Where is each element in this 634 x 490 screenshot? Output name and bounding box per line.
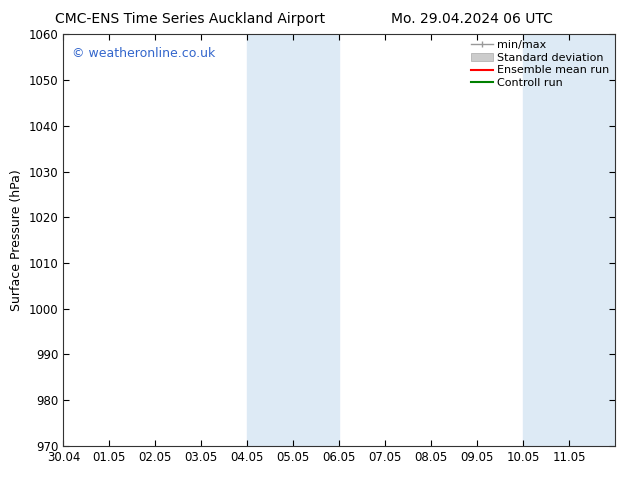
Text: CMC-ENS Time Series Auckland Airport: CMC-ENS Time Series Auckland Airport: [55, 12, 325, 26]
Y-axis label: Surface Pressure (hPa): Surface Pressure (hPa): [10, 169, 23, 311]
Legend: min/max, Standard deviation, Ensemble mean run, Controll run: min/max, Standard deviation, Ensemble me…: [470, 40, 609, 88]
Bar: [523, 34, 615, 446]
Text: Mo. 29.04.2024 06 UTC: Mo. 29.04.2024 06 UTC: [391, 12, 553, 26]
Bar: [247, 34, 339, 446]
Text: © weatheronline.co.uk: © weatheronline.co.uk: [72, 47, 215, 60]
